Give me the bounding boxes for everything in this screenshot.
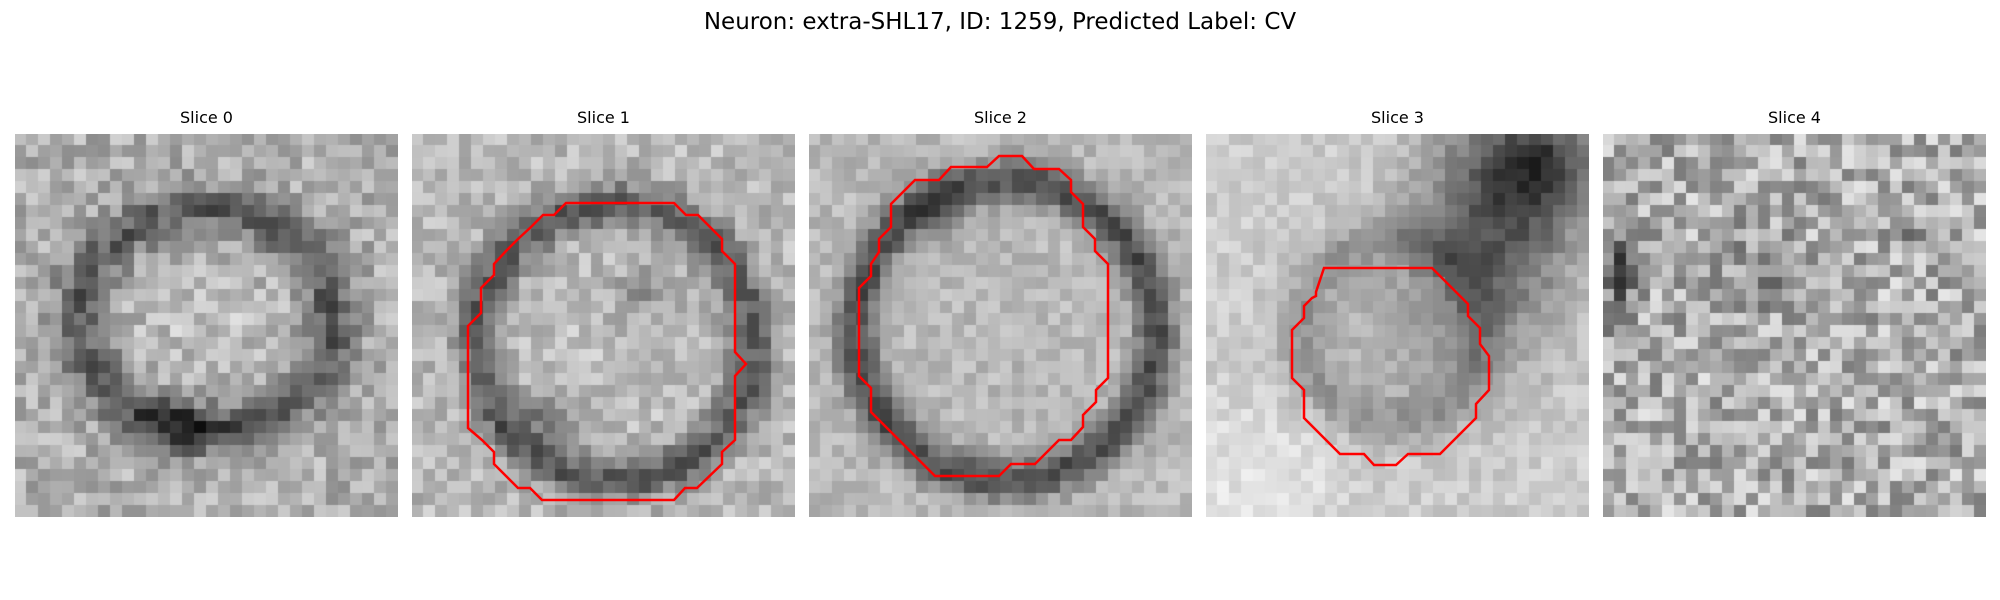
slice-contour-2 xyxy=(857,154,1110,478)
slice-contour-3 xyxy=(1290,266,1491,467)
slice-panel-1: Slice 1 xyxy=(412,108,795,517)
slice-image-0 xyxy=(15,134,398,517)
slice-overlay-4 xyxy=(1603,134,1986,517)
slice-image-4 xyxy=(1603,134,1986,517)
slice-image-1 xyxy=(412,134,795,517)
slice-panel-0: Slice 0 xyxy=(15,108,398,517)
slice-panel-3: Slice 3 xyxy=(1206,108,1589,517)
slice-overlay-2 xyxy=(857,154,1110,478)
slice-title-2: Slice 2 xyxy=(974,108,1027,127)
slice-title-4: Slice 4 xyxy=(1768,108,1821,127)
slice-title-1: Slice 1 xyxy=(577,108,630,127)
slice-panel-4: Slice 4 xyxy=(1603,108,1986,517)
slice-overlay-3 xyxy=(1290,266,1491,467)
figure-title: Neuron: extra-SHL17, ID: 1259, Predicted… xyxy=(703,9,1297,35)
slice-overlay-0 xyxy=(15,134,398,517)
slice-title-0: Slice 0 xyxy=(180,108,233,127)
slice-contour-1 xyxy=(466,201,748,502)
slice-panel-2: Slice 2 xyxy=(809,108,1192,517)
slice-title-3: Slice 3 xyxy=(1371,108,1424,127)
slice-image-2 xyxy=(809,134,1192,517)
slice-overlay-1 xyxy=(466,201,748,502)
slice-image-3 xyxy=(1206,134,1589,517)
